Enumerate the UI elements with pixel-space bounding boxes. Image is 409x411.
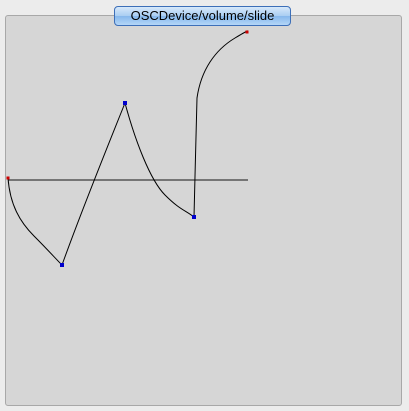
start-endpoint-handle[interactable]	[6, 176, 10, 180]
breakpoint-handle-3[interactable]	[192, 215, 196, 219]
address-title-tab: OSCDevice/volume/slide	[114, 6, 291, 26]
envelope-curve	[7, 30, 249, 266]
end-endpoint-handle[interactable]	[245, 30, 249, 34]
envelope-panel[interactable]	[5, 15, 402, 406]
breakpoint-handle-2[interactable]	[123, 101, 127, 105]
breakpoint-handle-1[interactable]	[60, 263, 64, 267]
